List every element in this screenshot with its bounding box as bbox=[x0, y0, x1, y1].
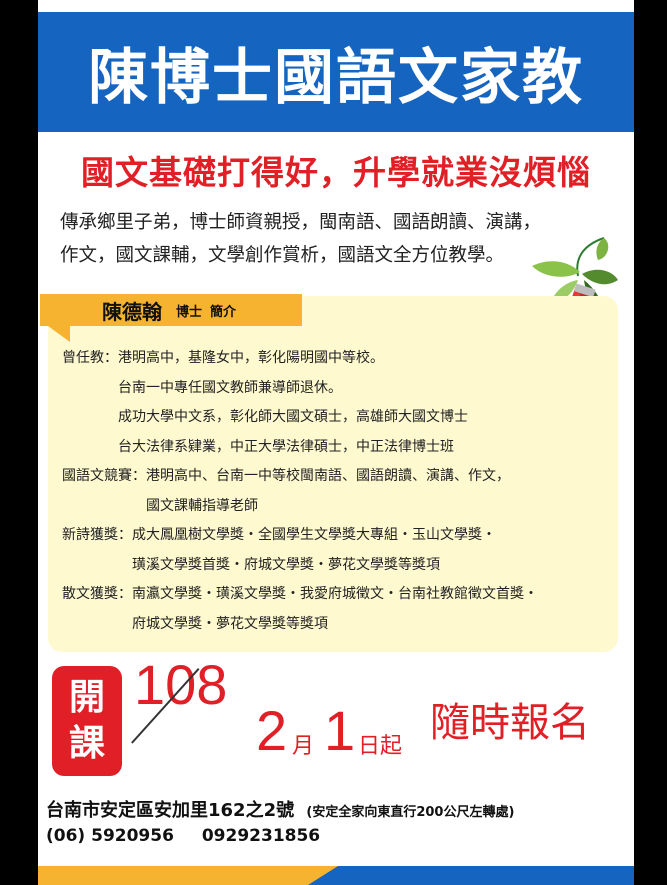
course-month: 2 bbox=[256, 699, 288, 762]
course-badge-bottom: 課 bbox=[68, 723, 105, 764]
intro-text: 傳承鄉里子弟，博士師資親授，閩南語、國語朗讀、演講， 作文，國文課輔，文學創作賞… bbox=[60, 206, 620, 272]
course-day: 1 bbox=[324, 699, 356, 762]
cv-line: 散文獲獎：南瀛文學獎・璜溪文學獎・我愛府城徵文・台南社教館徵文首獎・ bbox=[62, 586, 538, 602]
cv-line: 國文課輔指導老師 bbox=[62, 497, 258, 514]
phone-landline: (06) 5920956 bbox=[46, 826, 174, 846]
name-tab: 陳德翰 博士 簡介 bbox=[40, 294, 302, 326]
slogan: 國文基礎打得好，升學就業沒煩惱 bbox=[81, 153, 591, 192]
cv-line: 台大法律系肄業，中正大學法律碩士，中正法律博士班 bbox=[62, 438, 454, 455]
page-title: 陳博士國語文家教 bbox=[88, 42, 584, 113]
phone-numbers: (06) 5920956 0929231856 bbox=[46, 826, 342, 846]
address-note: (安定全家向東直行200公尺左轉處) bbox=[306, 805, 515, 820]
address: 台南市安定區安加里162之2號 (安定全家向東直行200公尺左轉處) bbox=[46, 796, 632, 822]
profile-box: 陳德翰 博士 簡介 曾任教：港明高中，基隆女中，彰化陽明國中等校。 台南一中專任… bbox=[40, 294, 618, 652]
cv-line: 國語文競賽：港明高中、台南一中等校閩南語、國語朗讀、演講、作文， bbox=[62, 468, 510, 484]
footer-accent bbox=[38, 866, 338, 885]
name-tab-tail bbox=[48, 326, 70, 342]
cv-line: 曾任教：港明高中，基隆女中，彰化陽明國中等校。 bbox=[62, 350, 384, 366]
teacher-degree: 博士 bbox=[176, 304, 203, 320]
cv-line: 新詩獲獎：成大鳳凰樹文學獎・全國學生文學獎大專組・玉山文學獎・ bbox=[62, 527, 496, 543]
cv-line: 成功大學中文系，彰化師大國文碩士，高雄師大國文博士 bbox=[62, 409, 468, 425]
cv-line: 台南一中專任國文教師兼導師退休。 bbox=[62, 379, 342, 396]
cv-line: 璜溪文學獎首獎・府城文學獎・夢花文學獎等獎項 bbox=[62, 556, 440, 573]
month-unit: 月 bbox=[292, 734, 315, 759]
enroll-anytime: 隨時報名 bbox=[430, 700, 590, 746]
cv-list: 曾任教：港明高中，基隆女中，彰化陽明國中等校。 台南一中專任國文教師兼導師退休。… bbox=[62, 344, 618, 639]
cv-line: 府城文學獎・夢花文學獎等獎項 bbox=[62, 615, 328, 632]
course-year: 108 bbox=[134, 653, 228, 716]
day-unit: 日起 bbox=[358, 734, 403, 759]
intro-line: 作文，國文課輔，文學創作賞析，國語文全方位教學。 bbox=[60, 245, 505, 266]
phone-mobile: 0929231856 bbox=[201, 826, 321, 846]
address-text: 台南市安定區安加里162之2號 bbox=[46, 800, 295, 821]
title-bar: 陳博士國語文家教 bbox=[38, 12, 634, 132]
course-badge-top: 開 bbox=[68, 677, 105, 718]
profile-label: 簡介 bbox=[210, 304, 237, 320]
intro-line: 傳承鄉里子弟，博士師資親授，閩南語、國語朗讀、演講， bbox=[60, 212, 542, 233]
teacher-name: 陳德翰 bbox=[102, 299, 162, 324]
course-badge: 開 課 bbox=[52, 666, 122, 776]
poster: 陳博士國語文家教 國文基礎打得好，升學就業沒煩惱 傳承鄉里子弟，博士師資親授，閩… bbox=[38, 0, 634, 885]
